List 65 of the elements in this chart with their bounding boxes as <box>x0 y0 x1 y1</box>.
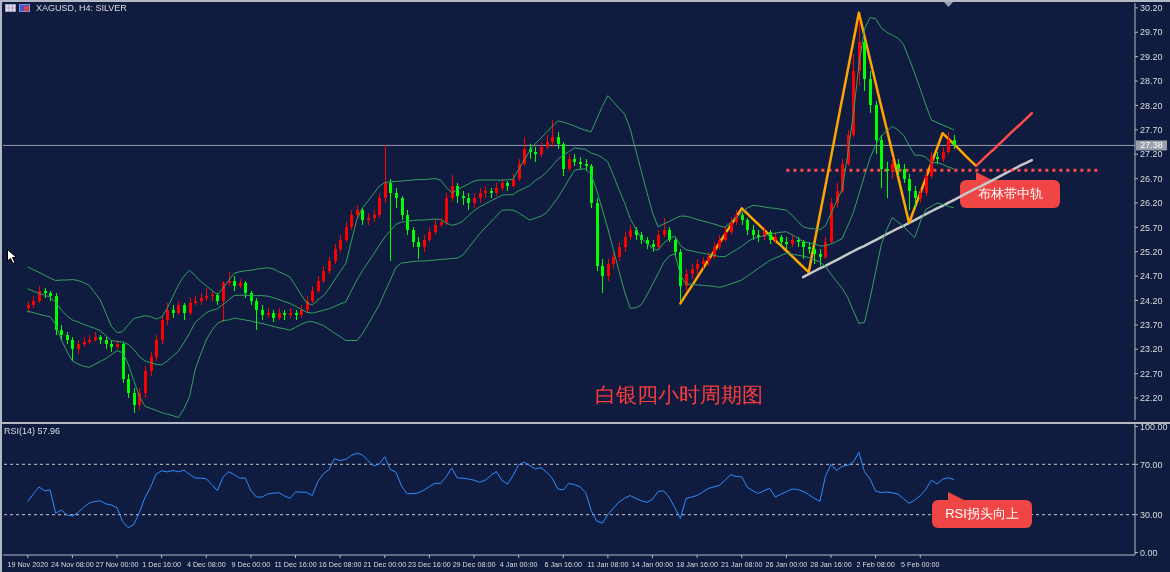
candlestick <box>657 229 660 250</box>
candlestick <box>166 302 169 326</box>
ref-line-label: 27.38 <box>1140 140 1163 151</box>
line-series <box>679 11 978 305</box>
y-tick-label: 27.20 <box>1140 149 1163 160</box>
y-tick-label: 25.20 <box>1140 246 1163 257</box>
y-tick-label: 22.70 <box>1140 368 1163 379</box>
annotation: RSI拐头向上 <box>945 505 1019 523</box>
candlestick <box>908 173 911 211</box>
y-tick-label: 28.70 <box>1140 76 1163 87</box>
candlestick <box>607 258 610 282</box>
chart-title: XAGUSD, H4: SILVER <box>36 3 127 14</box>
annotation: 白银四小时周期图 <box>595 382 763 408</box>
candlestick <box>384 144 387 204</box>
line-series <box>974 111 1034 168</box>
candlestick <box>417 236 420 260</box>
y-tick-label: 25.70 <box>1140 222 1163 233</box>
candlestick <box>903 163 906 184</box>
y-tick-label: 30.20 <box>1140 3 1163 14</box>
candlestick <box>71 336 74 362</box>
candlestick <box>389 178 392 262</box>
candlestick <box>350 209 353 231</box>
y-tick-label: 29.70 <box>1140 27 1163 38</box>
y-tick-label: 26.70 <box>1140 173 1163 184</box>
candlestick <box>133 387 136 414</box>
candlestick <box>802 239 805 260</box>
candlestick <box>947 131 950 155</box>
candlestick <box>161 314 164 345</box>
y-tick-label: 28.20 <box>1140 100 1163 111</box>
y-tick-label: 26.20 <box>1140 198 1163 209</box>
y-tick-label: 22.20 <box>1140 393 1163 404</box>
candlestick <box>412 226 415 248</box>
y-tick-label: 30.00 <box>1140 509 1163 520</box>
chart-title: RSI(14) 57.96 <box>4 426 61 437</box>
candlestick <box>345 221 348 243</box>
candlestick <box>601 258 604 294</box>
candlestick <box>334 243 337 265</box>
candlestick <box>395 187 398 209</box>
candlestick <box>378 192 381 219</box>
candlestick <box>925 170 928 197</box>
y-tick-label: 27.70 <box>1140 125 1163 135</box>
candlestick <box>618 241 621 262</box>
y-tick-label: 23.70 <box>1140 320 1163 331</box>
y-tick-label: 23.20 <box>1140 344 1163 355</box>
candlestick <box>222 280 225 323</box>
y-tick-label: 29.20 <box>1140 51 1163 62</box>
candlestick <box>624 231 627 253</box>
annotation: 布林带中轨 <box>977 185 1043 204</box>
line-series <box>27 17 955 334</box>
candlestick <box>663 217 666 238</box>
line-series <box>27 168 955 419</box>
candlestick <box>914 185 917 209</box>
candlestick <box>401 195 404 221</box>
candlestick <box>255 297 258 331</box>
y-tick-label: 0.00 <box>1140 547 1158 558</box>
candlestick <box>155 334 158 362</box>
y-tick-label: 100.00 <box>1140 421 1168 432</box>
candlestick <box>406 209 409 236</box>
candlestick <box>551 119 554 148</box>
candlestick <box>891 156 894 180</box>
y-tick-label: 24.20 <box>1140 295 1163 306</box>
y-tick-label: 70.00 <box>1140 459 1163 470</box>
candlestick <box>144 365 147 399</box>
candlestick <box>127 373 130 399</box>
y-tick-label: 24.70 <box>1140 271 1163 282</box>
